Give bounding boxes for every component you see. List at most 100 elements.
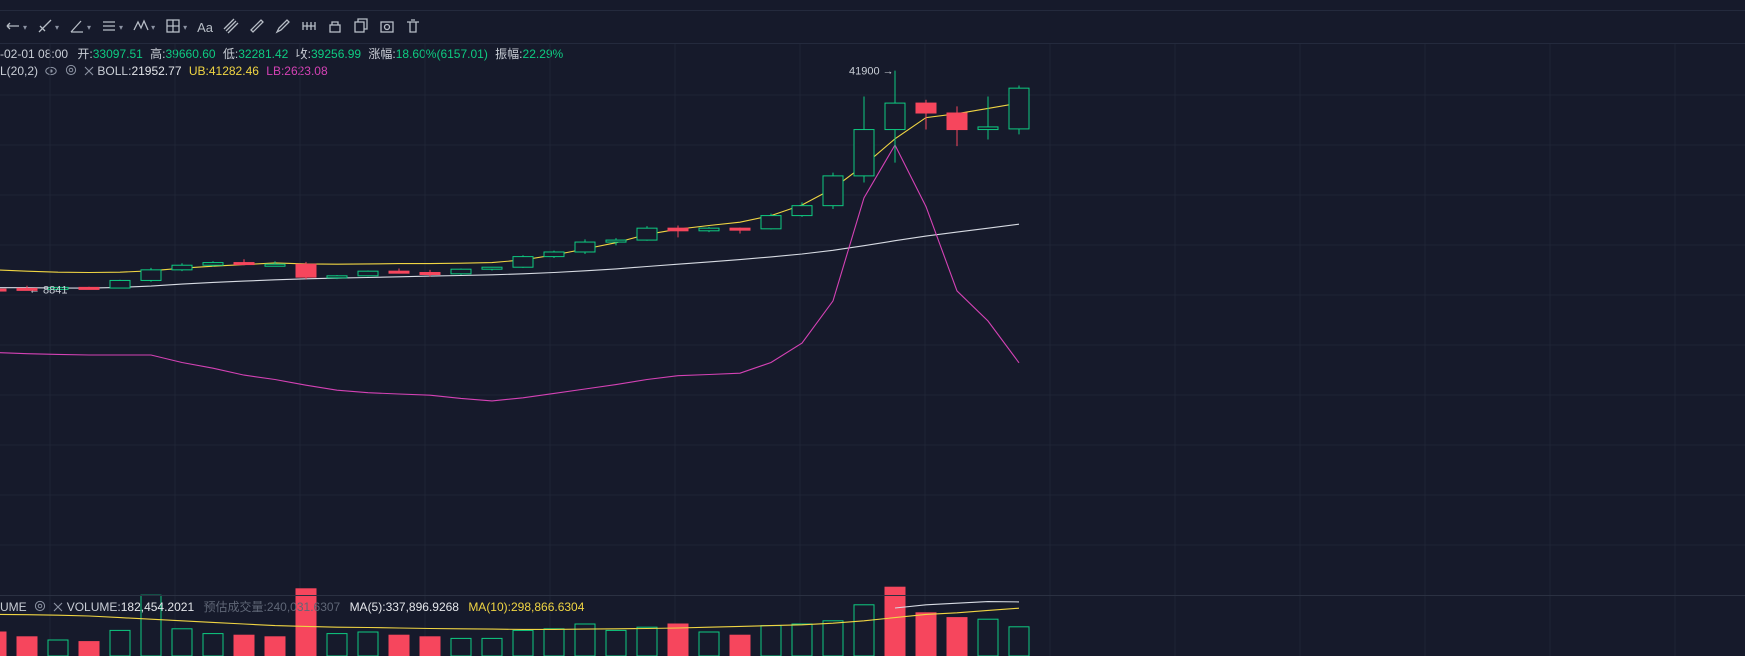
shape-tool-button[interactable]: ▾ [160, 15, 192, 39]
volume-bar-up [109, 629, 131, 656]
volume-bar-up [512, 629, 534, 656]
chevron-down-icon[interactable]: ▾ [151, 22, 156, 32]
screenshot-tool-button[interactable] [374, 15, 400, 39]
volume-bar-up [605, 629, 627, 656]
close-label: 收: [295, 47, 311, 61]
volume-value: 182,454.2021 [120, 600, 195, 614]
volume-bar-up [636, 626, 658, 656]
gear-icon[interactable] [65, 64, 77, 79]
wave-tool-icon [133, 18, 149, 37]
volume-bar-up [481, 637, 503, 656]
ohlc-date: -02-01 08:00 [0, 47, 69, 61]
candle-up [109, 279, 131, 289]
pattern-tool-icon [301, 18, 317, 37]
chevron-down-icon[interactable]: ▾ [55, 22, 60, 32]
cursor-tool-icon [5, 18, 21, 37]
lock-tool-button[interactable] [322, 15, 348, 39]
open-label: 开: [77, 47, 93, 61]
candle-up [47, 286, 69, 290]
volume-bar-down [915, 612, 937, 656]
candle-down [419, 272, 441, 275]
candle-down [667, 227, 689, 232]
candle-down [388, 270, 410, 274]
volume-bar-up [698, 631, 720, 656]
close-icon[interactable] [53, 601, 63, 615]
ruler-tool-button[interactable] [244, 15, 270, 39]
top-strip [0, 0, 1745, 11]
volume-bar-down [78, 641, 100, 656]
volume-bar-down [0, 631, 7, 656]
amplitude-value: 22.29% [522, 47, 564, 61]
line-tool-button[interactable]: ▾ [32, 15, 64, 39]
candle-down [78, 286, 100, 290]
drawing-toolbar: ▾ ▾ ▾ ▾ ▾ ▾ Aa [0, 11, 1745, 44]
volume-bar-down [388, 634, 410, 656]
pattern-tool-button[interactable] [296, 15, 322, 39]
candle-up [1008, 87, 1030, 130]
volume-ma5-line [894, 601, 1020, 609]
volume-bar-up [760, 625, 782, 656]
close-icon[interactable] [84, 65, 94, 79]
brush-tool-icon [223, 18, 239, 37]
volume-legend: UME VOLUME:182,454.2021 预估成交量:240,031.63… [0, 598, 584, 615]
line-tool-icon [37, 18, 53, 37]
text-tool-icon: Aa [197, 19, 213, 35]
volume-bar-down [264, 636, 286, 656]
candle-up [140, 269, 162, 281]
gear-icon[interactable] [34, 600, 46, 615]
eye-icon[interactable] [45, 65, 58, 79]
candle-down [946, 112, 968, 131]
est-volume-label: 预估成交量: [203, 600, 267, 614]
pane-divider[interactable] [0, 595, 1745, 596]
ruler-tool-icon [249, 18, 265, 37]
candle-up [481, 266, 503, 270]
candle-down [0, 288, 7, 292]
lock-tool-icon [327, 18, 343, 37]
high-price-marker: 41900 → [849, 66, 894, 78]
text-tool-button[interactable]: Aa [192, 15, 218, 39]
boll-indicator-name[interactable]: L(20,2) [0, 64, 39, 78]
volume-bar-down [729, 634, 751, 656]
candle-down [16, 287, 38, 291]
wave-tool-button[interactable]: ▾ [128, 15, 160, 39]
candle-up [853, 129, 875, 177]
amplitude-label: 振幅: [495, 47, 523, 61]
volume-bar-up [450, 637, 472, 656]
volume-bar-up [357, 631, 379, 656]
chevron-down-icon[interactable]: ▾ [87, 22, 92, 32]
brush-tool-button[interactable] [218, 15, 244, 39]
boll-label: BOLL: [97, 64, 132, 78]
candle-up [574, 241, 596, 253]
candle-up [760, 215, 782, 230]
volume-label: VOLUME: [66, 600, 121, 614]
candle-up [543, 251, 565, 258]
angle-tool-button[interactable]: ▾ [64, 15, 96, 39]
volume-indicator-name[interactable]: UME [0, 600, 27, 614]
volume-bar-up [47, 639, 69, 656]
chevron-down-icon[interactable]: ▾ [23, 22, 28, 32]
pencil-tool-button[interactable] [270, 15, 296, 39]
ub-label: UB: [188, 64, 209, 78]
boll-upper-line [0, 102, 1020, 274]
candle-up [822, 175, 844, 207]
ma5-label: MA(5): [349, 600, 386, 614]
volume-bar-up [543, 628, 565, 656]
chevron-down-icon[interactable]: ▾ [119, 22, 124, 32]
candle-up [884, 102, 906, 131]
volume-bar-down [884, 586, 906, 656]
est-volume-value: 240,031.6307 [266, 600, 341, 614]
change-label: 涨幅: [368, 47, 396, 61]
copy-tool-button[interactable] [348, 15, 374, 39]
candle-up [171, 264, 193, 271]
candle-down [233, 262, 255, 266]
volume-bar-up [853, 604, 875, 656]
chevron-down-icon[interactable]: ▾ [183, 22, 188, 32]
high-label: 高: [150, 47, 166, 61]
cursor-tool-button[interactable]: ▾ [0, 15, 32, 39]
volume-bar-up [1008, 626, 1030, 656]
volume-bar-up [977, 618, 999, 656]
delete-tool-button[interactable] [400, 15, 426, 39]
fib-tool-button[interactable]: ▾ [96, 15, 128, 39]
volume-bar-down [16, 636, 38, 656]
